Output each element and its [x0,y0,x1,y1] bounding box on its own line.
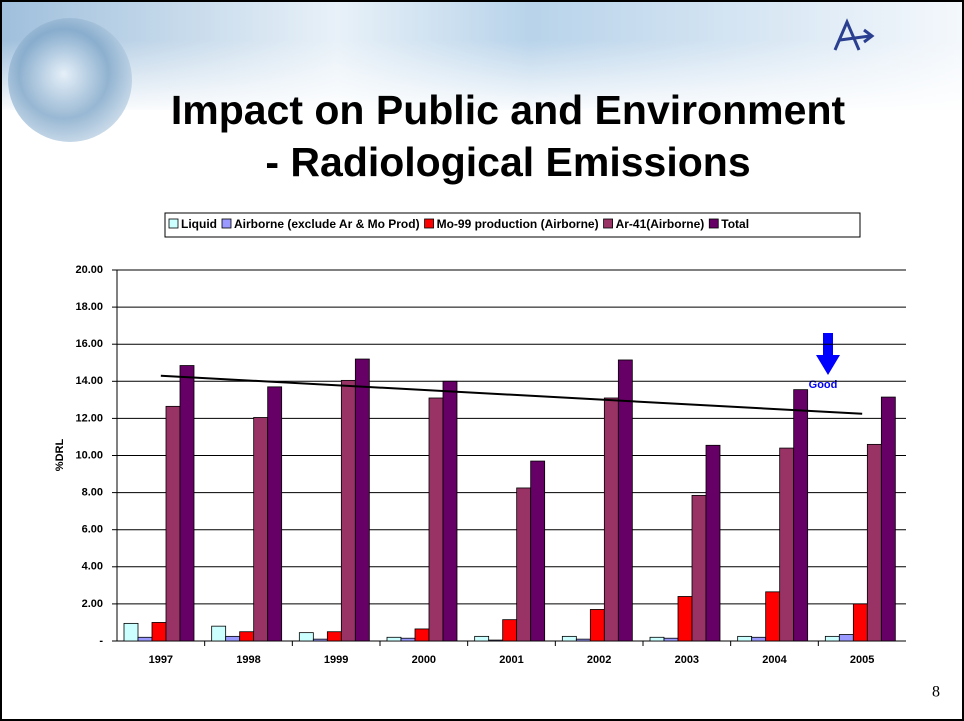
legend-swatch [425,219,434,228]
bar [766,592,780,641]
y-tick-label: 16.00 [75,338,103,350]
bar [692,495,706,641]
bar [429,398,443,641]
slide-title: Impact on Public and Environment [171,87,846,133]
bar [678,596,692,641]
bar [531,461,545,641]
bar [268,387,282,641]
bar [415,629,429,641]
y-axis-label: %DRL [54,439,66,472]
page: Impact on Public and Environment - Radio… [0,0,964,721]
bar [503,620,517,641]
y-tick-label: 4.00 [82,561,103,573]
bar [590,609,604,641]
x-tick-label: 2005 [850,654,874,666]
slide-title: - Radiological Emissions [265,139,750,185]
x-tick-label: 1998 [236,654,260,666]
legend-label: Total [721,217,749,231]
bar [401,638,415,641]
legend-swatch [604,219,613,228]
slide: Impact on Public and Environment - Radio… [0,0,964,721]
y-tick-label: 10.00 [75,449,103,461]
bar [443,381,457,641]
bar [738,636,752,641]
y-tick-label: 18.00 [75,301,103,313]
legend-label: Ar-41(Airborne) [616,217,705,231]
bar [475,636,489,641]
bar [138,637,152,641]
x-tick-label: 1997 [149,654,173,666]
bar [254,417,268,641]
bar [780,448,794,641]
bar [387,637,401,641]
bar [313,639,327,641]
bar [853,604,867,641]
bar [240,632,254,641]
bar [881,397,895,641]
y-tick-label: 8.00 [82,487,103,499]
y-tick-label: 20.00 [75,264,103,276]
bar [341,380,355,641]
bar [517,488,531,641]
bar [867,444,881,641]
x-tick-label: 1999 [324,654,348,666]
x-tick-label: 2000 [412,654,436,666]
legend-swatch [222,219,231,228]
legend-label: Liquid [181,217,217,231]
y-tick-label: 12.00 [75,412,103,424]
y-tick-label: 6.00 [82,524,103,536]
bar [166,406,180,641]
legend-label: Mo-99 production (Airborne) [437,217,599,231]
legend-label: Airborne (exclude Ar & Mo Prod) [234,217,420,231]
bar [212,626,226,641]
x-tick-label: 2004 [762,654,787,666]
legend-swatch [169,219,178,228]
bar [825,636,839,641]
page-number: 8 [932,684,940,701]
x-tick-label: 2002 [587,654,611,666]
x-tick-label: 2003 [675,654,699,666]
y-tick-label: 2.00 [82,598,103,610]
bar [794,390,808,641]
bar [355,359,369,641]
bar [489,640,503,641]
annotation: Good [809,379,838,391]
bar [180,366,194,641]
bar [650,637,664,641]
bar [562,636,576,641]
bar [124,623,138,641]
bar [664,638,678,641]
bar [604,398,618,641]
bar [839,635,853,641]
bar [752,637,766,641]
bar [327,632,341,641]
y-tick-label: - [99,635,103,647]
legend-swatch [709,219,718,228]
y-tick-label: 14.00 [75,375,103,387]
globe [8,18,132,142]
bar [706,445,720,641]
bar [152,622,166,641]
bar [299,633,313,641]
x-tick-label: 2001 [499,654,523,666]
bar [226,636,240,641]
bar [576,639,590,641]
